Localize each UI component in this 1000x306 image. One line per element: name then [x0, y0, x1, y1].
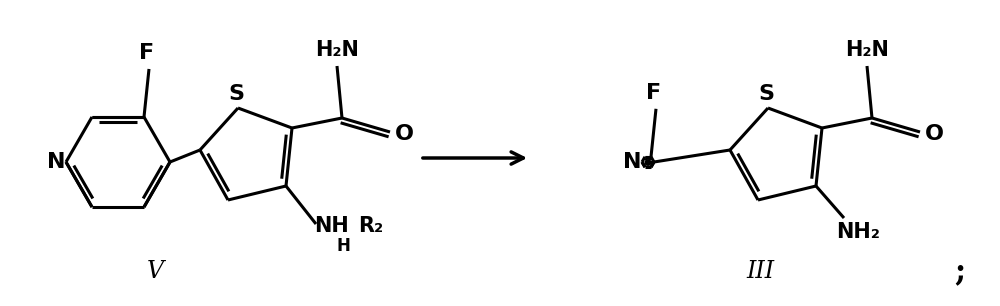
- Text: H: H: [336, 237, 350, 255]
- Text: S: S: [228, 84, 244, 104]
- Text: NH₂: NH₂: [836, 222, 880, 242]
- Text: N: N: [47, 152, 65, 172]
- Text: R₂: R₂: [358, 216, 383, 236]
- Text: H₂N: H₂N: [845, 40, 889, 60]
- Text: N: N: [623, 152, 641, 172]
- Text: S: S: [758, 84, 774, 104]
- Text: NH: NH: [314, 216, 349, 236]
- Text: III: III: [746, 260, 774, 283]
- Text: V: V: [146, 260, 164, 283]
- Text: F: F: [646, 83, 662, 103]
- Text: H₂N: H₂N: [315, 40, 359, 60]
- Text: O: O: [394, 124, 414, 144]
- Text: O: O: [924, 124, 944, 144]
- Text: ;: ;: [954, 256, 966, 288]
- Text: F: F: [139, 43, 155, 63]
